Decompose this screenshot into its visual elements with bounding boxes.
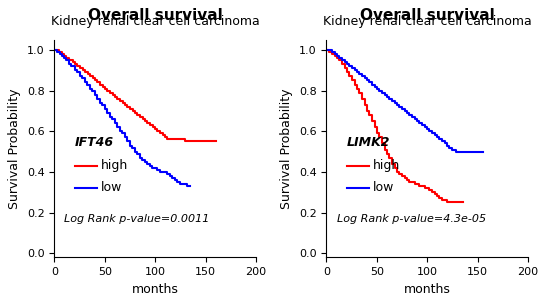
Text: LIMK2: LIMK2 — [347, 136, 390, 149]
Title: Overall survival: Overall survival — [88, 8, 223, 23]
Text: high: high — [373, 160, 400, 172]
Title: Overall survival: Overall survival — [360, 8, 494, 23]
Y-axis label: Survival Probability: Survival Probability — [281, 88, 293, 209]
Text: high: high — [101, 160, 128, 172]
Text: low: low — [101, 181, 122, 194]
X-axis label: months: months — [132, 283, 179, 296]
Text: Log Rank p-value=0.0011: Log Rank p-value=0.0011 — [65, 214, 210, 224]
Text: Kidney renal clear cell carcinoma: Kidney renal clear cell carcinoma — [51, 15, 260, 28]
Text: low: low — [373, 181, 394, 194]
Text: IFT46: IFT46 — [74, 136, 114, 149]
X-axis label: months: months — [404, 283, 451, 296]
Y-axis label: Survival Probability: Survival Probability — [8, 88, 21, 209]
Text: Log Rank p-value=4.3e-05: Log Rank p-value=4.3e-05 — [336, 214, 486, 224]
Text: Kidney renal clear cell carcinoma: Kidney renal clear cell carcinoma — [323, 15, 532, 28]
